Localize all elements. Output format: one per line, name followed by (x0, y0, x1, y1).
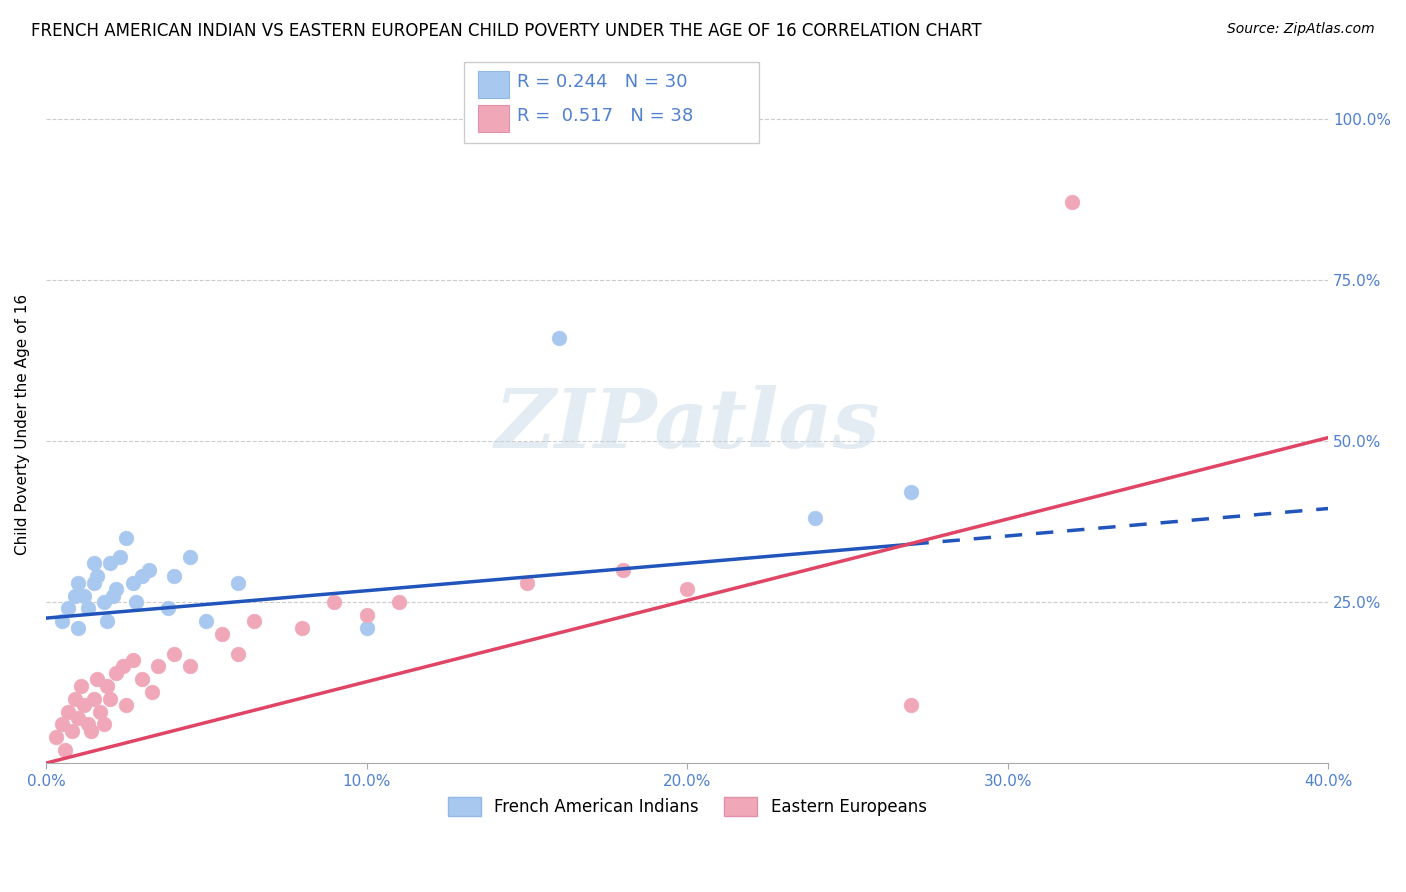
Point (226, 575, 249, 590)
Point (138, 563, 160, 577)
Point (45, 731, 67, 745)
Point (195, 615, 218, 629)
Text: Source: ZipAtlas.com: Source: ZipAtlas.com (1227, 22, 1375, 37)
Point (676, 582, 699, 596)
Point (115, 531, 138, 545)
Point (76, 601, 98, 615)
Point (1060, 195, 1083, 210)
Point (98, 691, 121, 706)
Point (86, 673, 108, 687)
Point (125, 595, 148, 609)
Point (63, 589, 86, 603)
Point (163, 569, 186, 583)
Point (66, 621, 89, 635)
Point (111, 659, 134, 673)
Point (323, 595, 346, 609)
Point (243, 615, 266, 629)
Point (146, 659, 169, 673)
Point (226, 647, 249, 661)
Point (51, 615, 73, 629)
Point (60, 723, 83, 738)
Point (105, 665, 128, 680)
Point (356, 621, 378, 635)
Point (83, 557, 105, 571)
Point (73, 698, 96, 712)
Point (93, 717, 115, 731)
Point (804, 511, 827, 525)
Point (96, 615, 118, 629)
Y-axis label: Child Poverty Under the Age of 16: Child Poverty Under the Age of 16 (15, 294, 30, 556)
Point (103, 589, 125, 603)
Point (76, 717, 98, 731)
Point (179, 549, 201, 564)
Text: R =  0.517   N = 38: R = 0.517 N = 38 (517, 107, 693, 125)
Point (121, 653, 143, 667)
Point (53, 743, 76, 757)
Point (156, 601, 179, 615)
Point (80, 723, 103, 738)
Point (89, 705, 111, 719)
Point (70, 679, 93, 693)
Point (86, 569, 108, 583)
Point (105, 582, 128, 596)
Point (612, 563, 634, 577)
Legend: French American Indians, Eastern Europeans: French American Indians, Eastern Europea… (441, 790, 934, 822)
Point (141, 685, 163, 699)
Point (516, 575, 538, 590)
Text: ZIPatlas: ZIPatlas (495, 384, 880, 465)
Text: FRENCH AMERICAN INDIAN VS EASTERN EUROPEAN CHILD POVERTY UNDER THE AGE OF 16 COR: FRENCH AMERICAN INDIAN VS EASTERN EUROPE… (31, 22, 981, 40)
Point (131, 673, 153, 687)
Point (58, 601, 80, 615)
Point (93, 595, 115, 609)
Point (73, 589, 96, 603)
Point (66, 575, 89, 590)
Point (51, 717, 73, 731)
Text: R = 0.244   N = 30: R = 0.244 N = 30 (517, 73, 688, 91)
Point (179, 659, 201, 673)
Point (900, 698, 922, 712)
Point (83, 691, 105, 706)
Point (108, 549, 131, 564)
Point (291, 621, 314, 635)
Point (96, 679, 118, 693)
Point (131, 569, 153, 583)
Point (83, 575, 105, 590)
Point (356, 607, 378, 622)
Point (66, 711, 89, 725)
Point (98, 557, 121, 571)
Point (387, 595, 409, 609)
Point (163, 647, 186, 661)
Point (121, 575, 143, 590)
Point (211, 627, 233, 641)
Point (58, 705, 80, 719)
Point (115, 698, 138, 712)
Point (900, 485, 922, 500)
Point (547, 331, 569, 345)
Point (63, 691, 86, 706)
